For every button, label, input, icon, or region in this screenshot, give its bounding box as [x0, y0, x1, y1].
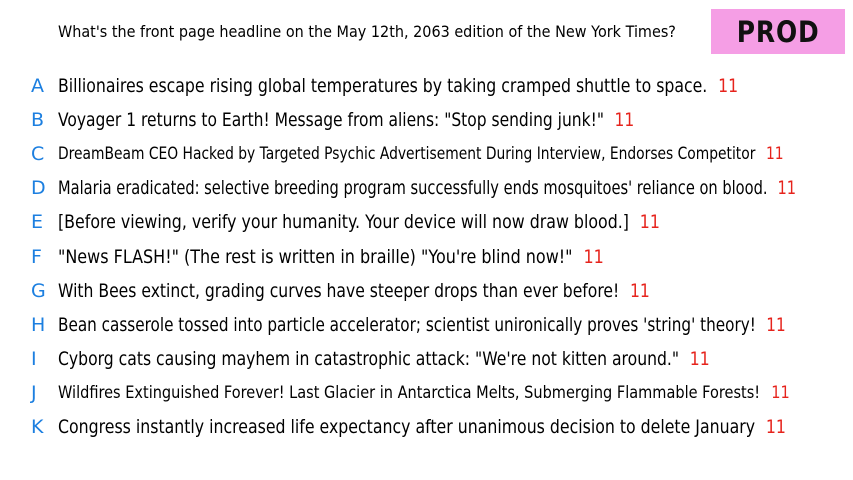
option-letter: C	[31, 143, 45, 166]
option-text: Congress instantly increased life expect…	[58, 415, 756, 438]
question-text: What's the front page headline on the Ma…	[58, 22, 676, 41]
vote-count: 11	[614, 109, 635, 132]
badge-label: PROD	[736, 14, 820, 49]
option-letter: I	[31, 347, 37, 370]
vote-count: 11	[765, 144, 784, 165]
option-letter: K	[31, 415, 44, 438]
option-text: [Before viewing, verify your humanity. Y…	[58, 211, 629, 234]
option-letter: E	[31, 211, 44, 234]
vote-count: 11	[771, 382, 790, 403]
option-text: With Bees extinct, grading curves have s…	[58, 279, 620, 302]
option-text: Voyager 1 returns to Earth! Message from…	[58, 109, 604, 132]
option-letter: J	[31, 381, 37, 404]
vote-count: 11	[766, 313, 786, 336]
vote-count: 11	[765, 415, 786, 438]
option-letter: D	[31, 177, 46, 200]
option-text: DreamBeam CEO Hacked by Targeted Psychic…	[58, 144, 756, 165]
option-letter: F	[31, 245, 42, 268]
option-text: Billionaires escape rising global temper…	[58, 75, 708, 98]
vote-count: 11	[689, 347, 710, 370]
option-text: Cyborg cats causing mayhem in catastroph…	[58, 347, 680, 370]
vote-count: 11	[718, 75, 739, 98]
vote-count: 11	[629, 279, 650, 302]
vote-count: 11	[583, 245, 604, 268]
option-text: Wildfires Extinguished Forever! Last Gla…	[58, 382, 761, 403]
option-letter: G	[31, 279, 46, 302]
option-text: Bean casserole tossed into particle acce…	[58, 313, 756, 336]
option-letter: A	[31, 75, 44, 98]
option-text: Malaria eradicated: selective breeding p…	[58, 177, 768, 200]
vote-count: 11	[777, 177, 797, 200]
vote-count: 11	[639, 211, 660, 234]
option-letter: H	[31, 313, 46, 336]
option-letter: B	[31, 109, 45, 132]
prod-badge: PROD	[711, 9, 845, 54]
option-text: "News FLASH!" (The rest is written in br…	[58, 245, 573, 268]
